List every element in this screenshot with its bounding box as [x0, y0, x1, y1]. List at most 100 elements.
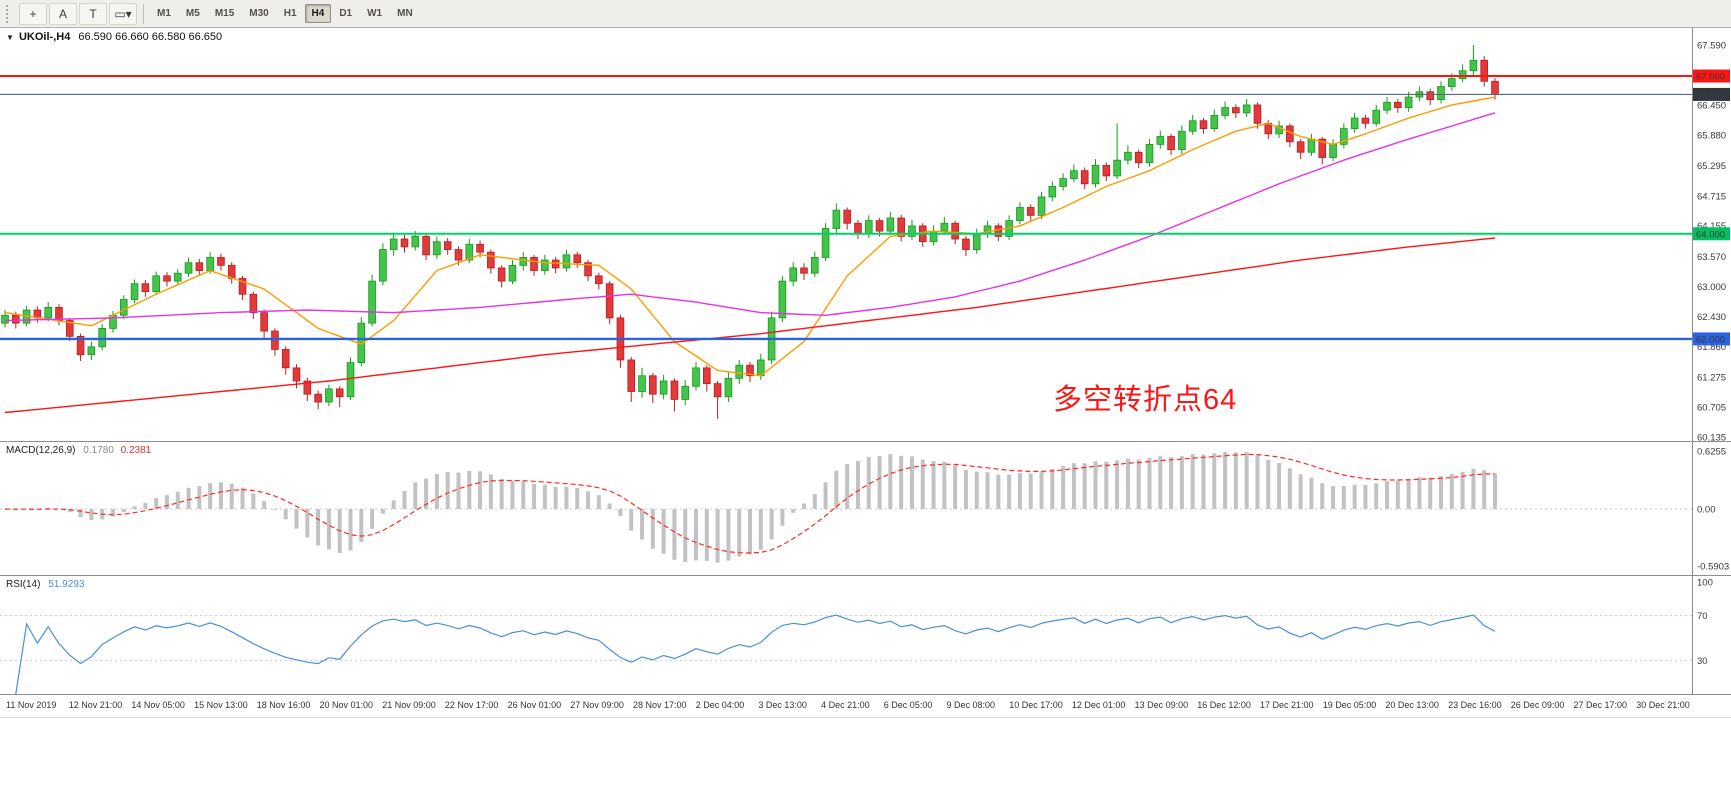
rsi-canvas[interactable]: 100 70 30: [0, 576, 1731, 694]
svg-text:63.570: 63.570: [1697, 252, 1726, 263]
svg-text:64.155: 64.155: [1697, 221, 1726, 232]
time-axis-label: 12 Nov 21:00: [68, 700, 123, 710]
chart-menu-arrow-icon[interactable]: ▼: [6, 33, 14, 42]
macd-histogram: [13, 452, 1497, 563]
macd-signal-line: [4, 453, 1496, 554]
svg-text:0.00: 0.00: [1697, 505, 1716, 516]
svg-text:60.135: 60.135: [1697, 433, 1726, 442]
time-axis-label: 18 Nov 16:00: [256, 700, 311, 710]
price-tag-66.650: [1693, 87, 1730, 101]
macd-signal-value: 0.2381: [120, 445, 152, 456]
svg-text:63.000: 63.000: [1697, 282, 1726, 293]
time-axis-label: 13 Dec 09:00: [1134, 700, 1189, 710]
price-tag-62.000: [1693, 332, 1730, 346]
candlestick-series: [1, 45, 1499, 419]
svg-text:100: 100: [1697, 578, 1713, 589]
chart-title: ▼ UKOil-,H4 66.590 66.660 66.580 66.650: [6, 31, 222, 43]
time-axis-label: 17 Dec 21:00: [1260, 700, 1314, 710]
text-t-tool[interactable]: T: [79, 2, 107, 25]
timeframe-button-mn[interactable]: MN: [397, 8, 413, 19]
timeframe-button-m1[interactable]: M1: [157, 8, 171, 19]
rsi-label: RSI(14) 51.9293: [6, 579, 84, 590]
svg-text:-0.5903: -0.5903: [1697, 562, 1729, 573]
svg-text:30: 30: [1697, 656, 1708, 667]
timeframe-button-h4[interactable]: H4: [304, 4, 332, 23]
time-axis-label: 20 Dec 13:00: [1385, 700, 1439, 710]
time-axis-label: 21 Nov 09:00: [382, 700, 436, 710]
shapes-tool[interactable]: ▭▾: [109, 2, 137, 25]
timeframe-button-m15[interactable]: M15: [214, 8, 235, 19]
svg-text:60.705: 60.705: [1697, 403, 1726, 414]
time-axis-label: 14 Nov 05:00: [131, 700, 185, 710]
macd-label: MACD(12,26,9) 0.1780 0.2381: [6, 445, 151, 456]
time-axis-label: 27 Dec 17:00: [1573, 700, 1628, 710]
price-axis-labels[interactable]: 67.590 67.000 66.450 65.880 65.295 64.715 64.1…: [1697, 41, 1726, 442]
svg-text:62.000: 62.000: [1696, 334, 1725, 345]
rsi-indicator-panel[interactable]: 100 70 30 RSI(14) 51.9293: [0, 576, 1731, 695]
rsi-value: 51.9293: [48, 579, 85, 590]
svg-text:67.590: 67.590: [1697, 41, 1726, 52]
main-chart-panel[interactable]: 67.590 67.000 66.450 65.880 65.295 64.715 64.1…: [0, 28, 1731, 442]
chart-ohlc-readout: 66.590 66.660 66.580 66.650: [78, 31, 223, 43]
macd-canvas[interactable]: 0.6255 0.00 -0.5903: [0, 442, 1731, 575]
time-axis[interactable]: 11 Nov 2019 12 Nov 21:00 14 Nov 05:00 15 No…: [0, 695, 1731, 718]
time-axis-label: 10 Dec 17:00: [1009, 700, 1063, 710]
time-axis-label: 4 Dec 21:00: [821, 700, 870, 710]
price-tag-67.000: [1693, 69, 1730, 83]
timeframe-button-m5[interactable]: M5: [185, 8, 200, 19]
macd-name: MACD(12,26,9): [6, 445, 76, 456]
svg-text:62.430: 62.430: [1697, 312, 1726, 323]
chart-text-annotation[interactable]: 多空转折点64: [1053, 384, 1238, 416]
time-axis-label: 28 Nov 17:00: [633, 700, 687, 710]
svg-text:65.295: 65.295: [1697, 161, 1726, 172]
svg-text:66.450: 66.450: [1697, 100, 1726, 111]
time-axis-label: 30 Dec 21:00: [1636, 700, 1690, 710]
time-axis-label: 16 Dec 12:00: [1197, 700, 1251, 710]
time-axis-label: 23 Dec 16:00: [1448, 700, 1502, 710]
rsi-name: RSI(14): [6, 579, 41, 590]
ma-mid-magenta-line[interactable]: [4, 112, 1496, 322]
svg-text:0.6255: 0.6255: [1697, 447, 1726, 458]
text-a-tool[interactable]: A: [49, 2, 77, 25]
time-axis-label: 22 Nov 17:00: [444, 700, 499, 710]
time-axis-label: 2 Dec 04:00: [695, 700, 745, 710]
svg-text:65.880: 65.880: [1697, 130, 1726, 141]
toolbar-separator: [143, 3, 144, 24]
macd-indicator-panel[interactable]: 0.6255 0.00 -0.5903 MACD(12,26,9) 0.1780 0…: [0, 442, 1731, 576]
drawing-tools-group: + A T ▭▾: [19, 2, 137, 25]
main-toolbar: + A T ▭▾ M1 M5 M15 M30 H1 H4 D1 W1 MN: [0, 0, 1731, 28]
timeframe-button-h1[interactable]: H1: [283, 8, 297, 19]
time-axis-label: 12 Dec 01:00: [1071, 700, 1126, 710]
svg-text:64.715: 64.715: [1697, 192, 1726, 203]
timeframe-button-d1[interactable]: D1: [339, 8, 353, 19]
svg-text:70: 70: [1697, 611, 1708, 622]
ma-fast-orange-line[interactable]: [4, 96, 1496, 377]
crosshair-tool[interactable]: +: [19, 2, 47, 25]
timeframe-button-w1[interactable]: W1: [367, 8, 383, 19]
price-chart-canvas[interactable]: 67.590 67.000 66.450 65.880 65.295 64.715 64.1…: [0, 28, 1731, 441]
rsi-line: [15, 614, 1496, 694]
time-axis-label: 26 Nov 01:00: [507, 700, 562, 710]
time-axis-label: 20 Nov 01:00: [319, 700, 374, 710]
timeframe-toolbar: M1 M5 M15 M30 H1 H4 D1 W1 MN: [150, 4, 420, 23]
timeframe-button-m30[interactable]: M30: [249, 8, 269, 19]
toolbar-grip[interactable]: [6, 4, 13, 23]
time-axis-label: 9 Dec 08:00: [946, 700, 996, 710]
svg-text:66.650: 66.650: [1696, 90, 1725, 101]
time-axis-label: 6 Dec 05:00: [883, 700, 933, 710]
workspace-empty-area: [0, 718, 1731, 794]
ma-slow-red-line[interactable]: [4, 237, 1496, 414]
svg-text:64.000: 64.000: [1696, 229, 1725, 240]
svg-text:61.860: 61.860: [1697, 342, 1726, 353]
price-tag-64.000: [1693, 227, 1730, 241]
time-axis-label: 15 Nov 13:00: [194, 700, 248, 710]
time-axis-label: 3 Dec 13:00: [758, 700, 807, 710]
time-axis-label: 27 Nov 09:00: [570, 700, 624, 710]
time-axis-label: 26 Dec 09:00: [1510, 700, 1565, 710]
macd-main-value: 0.1780: [83, 445, 114, 456]
chart-symbol-label: UKOil-,H4: [18, 31, 71, 43]
svg-text:61.275: 61.275: [1697, 373, 1726, 384]
svg-text:67.000: 67.000: [1696, 72, 1725, 83]
time-axis-label: 11 Nov 2019: [6, 700, 57, 710]
